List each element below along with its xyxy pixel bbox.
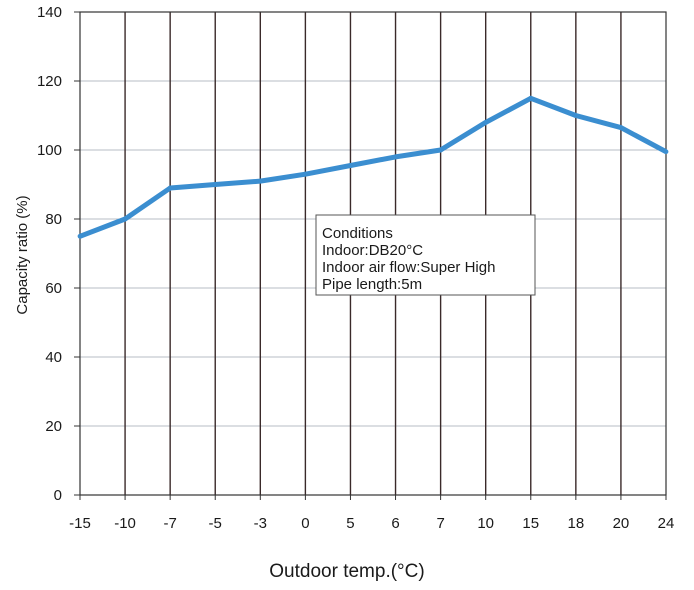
data-point — [618, 125, 624, 130]
x-tick-label: 10 — [477, 515, 494, 532]
conditions-box-border — [315, 214, 536, 296]
x-tick-label: 5 — [346, 515, 354, 532]
data-point — [573, 113, 579, 118]
x-tick-label: 0 — [301, 515, 309, 532]
data-point — [122, 216, 128, 222]
x-tick-label: -10 — [114, 515, 136, 532]
conditions-line: Conditions — [322, 225, 393, 242]
data-point — [483, 120, 489, 125]
y-tick-label: 120 — [37, 73, 62, 90]
x-axis-title: Outdoor temp.(°C) — [269, 561, 424, 582]
data-point — [393, 154, 398, 160]
data-point — [438, 147, 444, 153]
data-point — [528, 95, 534, 101]
data-point — [663, 149, 669, 155]
conditions-line: Indoor:DB20°C — [322, 242, 423, 259]
x-tick-label: -3 — [254, 515, 267, 532]
y-tick-label: 80 — [45, 211, 62, 228]
data-point — [302, 171, 308, 177]
data-point — [167, 185, 173, 191]
conditions-line: Indoor air flow:Super High — [322, 259, 495, 276]
x-tick-label: 20 — [613, 515, 630, 532]
capacity-ratio-line — [79, 95, 668, 239]
data-point — [77, 233, 83, 239]
y-tick-label: 60 — [45, 280, 62, 297]
data-point — [348, 163, 353, 168]
y-axis-ticks: 0 20 40 60 80 100 120 140 — [37, 4, 80, 504]
x-tick-label: 24 — [658, 515, 675, 532]
x-tick-label: -7 — [163, 515, 176, 532]
x-tick-label: 7 — [436, 515, 444, 532]
data-point — [257, 178, 263, 184]
y-tick-label: 40 — [45, 349, 62, 366]
plot-border — [79, 11, 667, 496]
x-tick-label: 6 — [391, 515, 399, 532]
y-axis-title: Capacity ratio (%) — [14, 195, 31, 314]
y-tick-label: 0 — [54, 487, 62, 504]
x-tick-label: -15 — [69, 515, 91, 532]
series — [77, 95, 669, 239]
conditions-line: Pipe length:5m — [322, 276, 422, 293]
data-point — [212, 182, 218, 187]
y-tick-label: 140 — [37, 4, 62, 21]
x-tick-label: 18 — [568, 515, 585, 532]
y-tick-label: 100 — [37, 142, 62, 159]
x-tick-label: -5 — [209, 515, 222, 532]
conditions-box: Conditions Indoor:DB20°C Indoor air flow… — [315, 214, 536, 296]
x-axis-ticks: -15 -10 -7 -5 -3 0 5 6 7 10 15 18 20 24 — [69, 495, 674, 532]
plot-frame — [79, 11, 667, 496]
y-tick-label: 20 — [45, 418, 62, 435]
x-tick-label: 15 — [522, 515, 539, 532]
